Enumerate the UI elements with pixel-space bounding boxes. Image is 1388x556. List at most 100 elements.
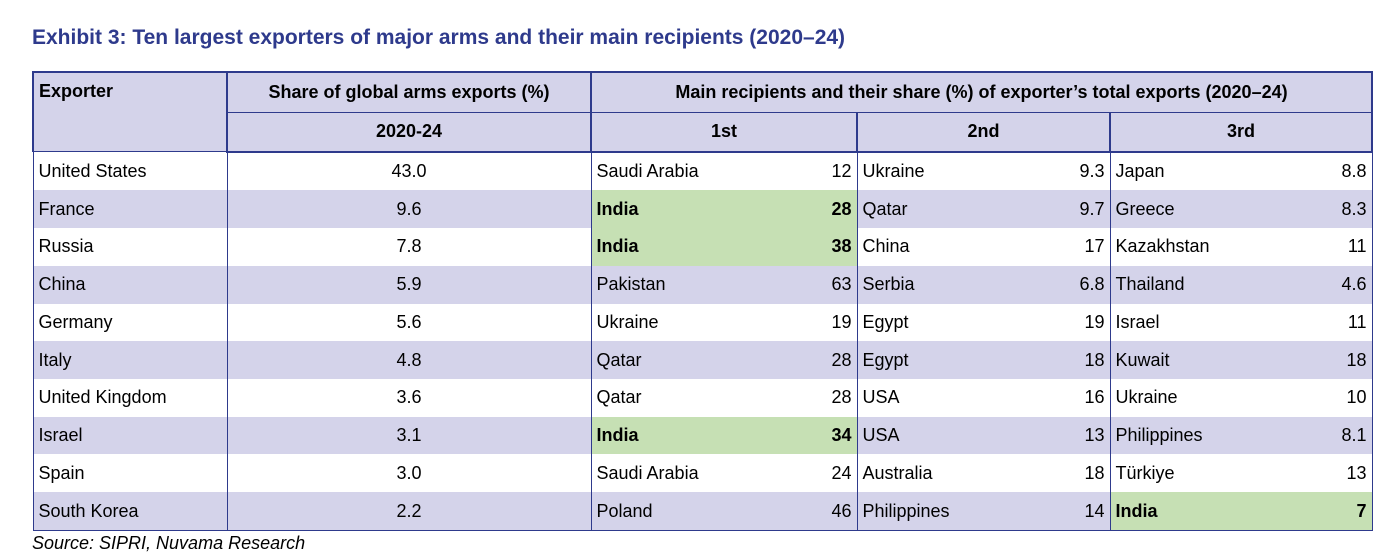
table-row: Israel 3.1 India 34 USA 13 Philippines 8.1 [32, 416, 1373, 455]
cell-share: 4.8 [226, 341, 592, 379]
cell-r3: Japan [1109, 151, 1286, 191]
cell-v3: 11 [1286, 303, 1373, 342]
cell-v1: 12 [767, 151, 858, 191]
table-row: United States 43.0 Saudi Arabia 12 Ukraine 9.… [32, 151, 1373, 191]
cell-v3: 4.6 [1286, 265, 1373, 304]
table-row: United Kingdom 3.6 Qatar 28 USA 16 Ukraine 10 [32, 378, 1373, 417]
cell-v3: 13 [1286, 454, 1373, 493]
cell-exporter: Spain [32, 454, 228, 493]
cell-v2: 9.7 [1021, 190, 1111, 229]
table-row: China 5.9 Pakistan 63 Serbia 6.8 Thailand 4.6 [32, 265, 1373, 304]
header-period: 2020-24 [226, 111, 592, 153]
cell-v2: 18 [1021, 341, 1111, 379]
cell-r3: India [1109, 492, 1286, 532]
cell-exporter: China [32, 265, 228, 304]
cell-r1: Saudi Arabia [590, 151, 767, 191]
cell-v3: 10 [1286, 378, 1373, 417]
cell-r1: Pakistan [590, 265, 767, 304]
cell-share: 43.0 [226, 151, 592, 191]
cell-r1: Qatar [590, 341, 767, 379]
cell-r1: India [590, 416, 767, 455]
header-row-2: 2020-24 1st 2nd 3rd [33, 111, 1373, 153]
header-exporter: Exporter [32, 71, 228, 153]
cell-share: 3.0 [226, 454, 592, 493]
cell-r1: Ukraine [590, 303, 767, 342]
cell-share: 7.8 [226, 228, 592, 266]
cell-v2: 14 [1021, 492, 1111, 532]
cell-r1: India [590, 228, 767, 266]
cell-share: 9.6 [226, 190, 592, 229]
cell-r1: Poland [590, 492, 767, 532]
cell-v3: 18 [1286, 341, 1373, 379]
cell-v2: 19 [1021, 303, 1111, 342]
cell-share: 2.2 [226, 492, 592, 532]
cell-r2: Egypt [856, 341, 1021, 379]
cell-v2: 6.8 [1021, 265, 1111, 304]
cell-exporter: Russia [32, 228, 228, 266]
cell-v1: 34 [767, 416, 858, 455]
cell-exporter: France [32, 190, 228, 229]
cell-r2: Australia [856, 454, 1021, 493]
header-second: 2nd [856, 111, 1111, 153]
table-row: France 9.6 India 28 Qatar 9.7 Greece 8.3 [32, 190, 1373, 229]
cell-r2: Serbia [856, 265, 1021, 304]
cell-r2: USA [856, 416, 1021, 455]
cell-share: 3.1 [226, 416, 592, 455]
cell-r3: Thailand [1109, 265, 1286, 304]
table-row: Spain 3.0 Saudi Arabia 24 Australia 18 Türkiye… [32, 454, 1373, 493]
cell-v1: 19 [767, 303, 858, 342]
cell-r3: Israel [1109, 303, 1286, 342]
cell-v3: 7 [1286, 492, 1373, 532]
header-first: 1st [590, 111, 858, 153]
cell-r2: Egypt [856, 303, 1021, 342]
exhibit-title: Exhibit 3: Ten largest exporters of majo… [32, 26, 846, 49]
cell-v3: 8.1 [1286, 416, 1373, 455]
cell-r2: USA [856, 378, 1021, 417]
header-share: Share of global arms exports (%) [226, 70, 592, 113]
header-row-1: Exporter Share of global arms exports (%… [32, 70, 1373, 153]
cell-v3: 8.8 [1286, 151, 1373, 191]
cell-v1: 63 [767, 265, 858, 304]
cell-r1: India [590, 190, 767, 229]
cell-v1: 38 [767, 228, 858, 266]
cell-share: 3.6 [226, 378, 592, 417]
table-row: Russia 7.8 India 38 China 17 Kazakhstan 11 [32, 228, 1373, 266]
cell-v1: 28 [767, 378, 858, 417]
cell-v2: 13 [1021, 416, 1111, 455]
cell-v3: 8.3 [1286, 190, 1373, 229]
cell-r3: Kuwait [1109, 341, 1286, 379]
cell-r3: Philippines [1109, 416, 1286, 455]
table-row: Italy 4.8 Qatar 28 Egypt 18 Kuwait 18 [32, 341, 1373, 379]
cell-r3: Kazakhstan [1109, 228, 1286, 266]
cell-r2: China [856, 228, 1021, 266]
cell-v1: 24 [767, 454, 858, 493]
cell-r1: Saudi Arabia [590, 454, 767, 493]
source-note: Source: SIPRI, Nuvama Research [32, 533, 306, 553]
cell-share: 5.9 [226, 265, 592, 304]
cell-v2: 17 [1021, 228, 1111, 266]
header-third: 3rd [1109, 111, 1373, 153]
table-row: South Korea 2.2 Poland 46 Philippines 14 India… [32, 492, 1373, 532]
arms-exporters-table: Exporter Share of global arms exports (%… [32, 70, 1373, 532]
cell-v1: 46 [767, 492, 858, 532]
table-row: Germany 5.6 Ukraine 19 Egypt 19 Israel 11 [32, 303, 1373, 342]
cell-v1: 28 [767, 190, 858, 229]
cell-v3: 11 [1286, 228, 1373, 266]
cell-r3: Türkiye [1109, 454, 1286, 493]
cell-exporter: Italy [32, 341, 228, 379]
cell-r2: Qatar [856, 190, 1021, 229]
cell-exporter: South Korea [32, 492, 228, 532]
header-recipients: Main recipients and their share (%) of e… [590, 70, 1373, 113]
cell-r1: Qatar [590, 378, 767, 417]
cell-share: 5.6 [226, 303, 592, 342]
cell-r2: Ukraine [856, 151, 1021, 191]
cell-exporter: United States [32, 151, 228, 191]
cell-exporter: Germany [32, 303, 228, 342]
cell-v2: 16 [1021, 378, 1111, 417]
cell-v1: 28 [767, 341, 858, 379]
cell-v2: 18 [1021, 454, 1111, 493]
cell-r3: Greece [1109, 190, 1286, 229]
cell-exporter: Israel [32, 416, 228, 455]
cell-exporter: United Kingdom [32, 378, 228, 417]
cell-v2: 9.3 [1021, 151, 1111, 191]
